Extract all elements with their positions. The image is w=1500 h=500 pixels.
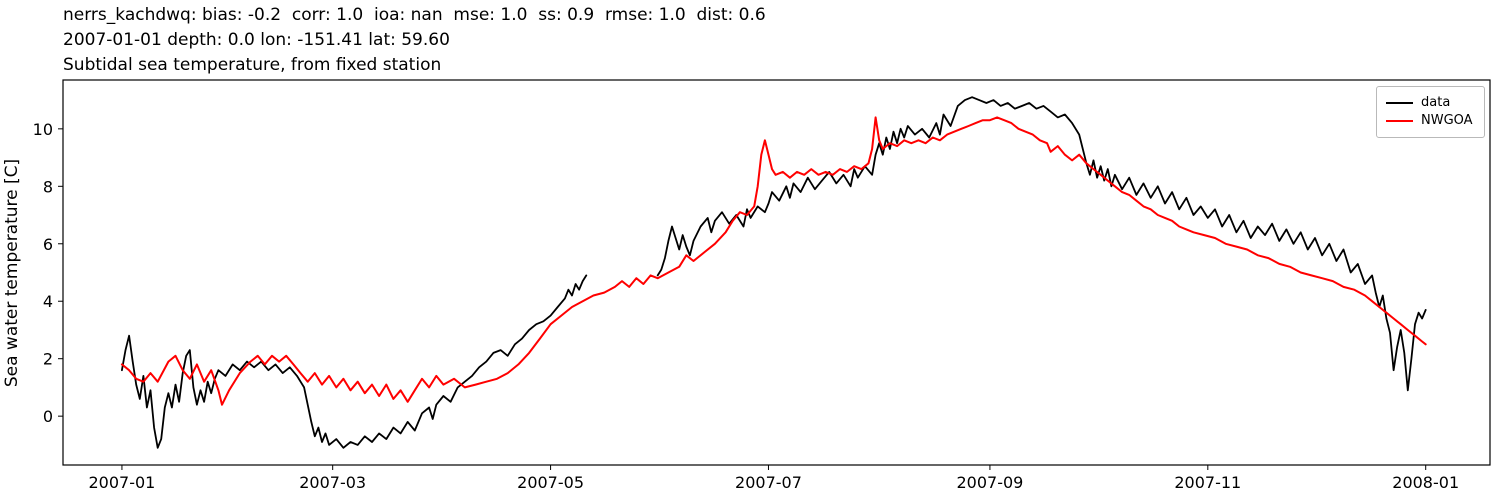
nwgoa-line-swatch-icon: [1386, 120, 1413, 122]
x-tick-label: 2007-05: [517, 473, 584, 492]
chart-title: nerrs_kachdwq: bias: -0.2 corr: 1.0 ioa:…: [63, 3, 766, 78]
y-tick-label: 2: [43, 350, 53, 369]
x-tick-label: 2007-11: [1174, 473, 1241, 492]
series-line-data: [121, 274, 588, 449]
legend-label-nwgoa: NWGOA: [1421, 113, 1473, 128]
y-axis-label: Sea water temperature [C]: [2, 159, 22, 387]
y-tick-label: 0: [43, 407, 53, 426]
title-desc-line: Subtidal sea temperature, from fixed sta…: [63, 55, 442, 75]
legend-item-data: data: [1386, 94, 1474, 112]
x-tick-label: 2007-03: [299, 473, 366, 492]
series-line-nwgoa: [120, 116, 1427, 406]
y-tick-label: 8: [43, 177, 53, 196]
title-stats-line: nerrs_kachdwq: bias: -0.2 corr: 1.0 ioa:…: [63, 5, 766, 25]
y-tick-label: 10: [33, 120, 53, 139]
x-tick-label: 2007-01: [89, 473, 156, 492]
legend: data NWGOA: [1376, 86, 1485, 138]
series-line-data: [656, 96, 1427, 392]
x-tick-label: 2007-09: [956, 473, 1023, 492]
legend-label-data: data: [1421, 95, 1451, 110]
x-tick-label: 2007-07: [735, 473, 802, 492]
data-line-swatch-icon: [1386, 102, 1413, 104]
y-tick-label: 6: [43, 235, 53, 254]
title-meta-line: 2007-01-01 depth: 0.0 lon: -151.41 lat: …: [63, 30, 450, 50]
x-tick-label: 2008-01: [1392, 473, 1459, 492]
plot-frame: [62, 79, 1491, 466]
y-tick-label: 4: [43, 292, 53, 311]
legend-item-nwgoa: NWGOA: [1386, 112, 1474, 130]
